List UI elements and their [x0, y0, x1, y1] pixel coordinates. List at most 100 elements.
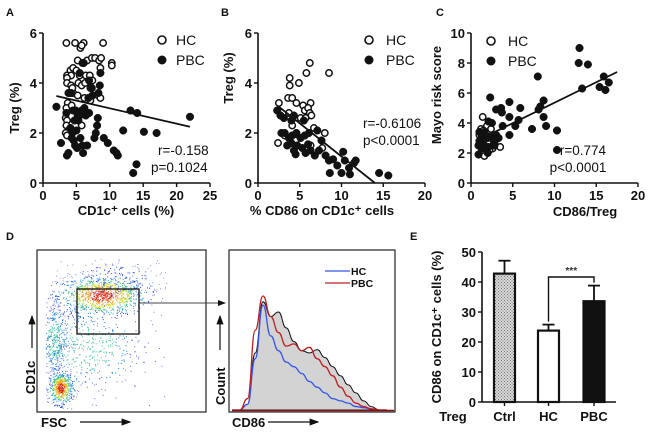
flow-event	[73, 341, 75, 343]
flow-event	[63, 341, 65, 343]
flow-event	[80, 306, 82, 308]
flow-event	[60, 261, 62, 263]
flow-event	[59, 346, 61, 348]
flow-event	[116, 318, 118, 319]
flow-event	[96, 311, 98, 313]
panel-a-marks	[52, 39, 195, 178]
flow-event	[86, 291, 88, 293]
flow-event	[119, 274, 121, 276]
panel-c-ylabel: Mayo risk score	[429, 46, 444, 144]
flow-event	[101, 345, 103, 347]
flow-event	[71, 293, 73, 295]
flow-event	[50, 348, 52, 350]
flow-event	[99, 291, 101, 293]
flow-event	[90, 312, 91, 314]
flow-event	[71, 281, 73, 283]
flow-event	[60, 379, 62, 381]
flow-event	[55, 322, 57, 324]
flow-event	[128, 282, 130, 284]
flow-event	[97, 280, 99, 282]
x-tick-label: 15	[589, 188, 603, 203]
flow-event	[133, 280, 135, 282]
flow-event	[67, 390, 69, 392]
flow-event	[91, 321, 93, 323]
flow-event	[119, 297, 121, 299]
panel-c-legend: HC PBC	[486, 33, 537, 69]
flow-event	[82, 307, 84, 309]
flow-event	[104, 283, 105, 285]
flow-event	[54, 369, 56, 371]
hc-point	[478, 113, 487, 121]
flow-event	[140, 293, 142, 294]
flow-event	[90, 308, 92, 310]
flow-event	[63, 334, 65, 336]
flow-event	[111, 278, 113, 280]
flow-event	[90, 292, 92, 294]
flow-event	[66, 284, 68, 286]
flow-event	[154, 361, 156, 362]
flow-event	[61, 383, 63, 385]
flow-event	[97, 280, 99, 282]
flow-event	[105, 361, 107, 363]
flow-event	[68, 340, 69, 342]
flow-event	[149, 405, 150, 406]
flow-event	[90, 348, 91, 350]
flow-event	[50, 285, 52, 286]
flow-event	[109, 286, 111, 288]
flow-event	[109, 296, 111, 298]
flow-event	[145, 271, 147, 273]
flow-event	[58, 383, 60, 385]
flow-event	[129, 277, 131, 279]
flow-event	[57, 377, 59, 379]
hc-point	[285, 81, 294, 90]
flow-event	[131, 290, 133, 292]
flow-event	[59, 375, 61, 377]
flow-event	[62, 387, 63, 389]
flow-event	[136, 277, 138, 279]
flow-event	[55, 318, 57, 320]
flow-event	[105, 289, 107, 291]
gate-rectangle[interactable]	[76, 288, 140, 335]
flow-event	[74, 390, 76, 392]
flow-event	[63, 360, 65, 362]
flow-event	[57, 299, 59, 301]
flow-event	[123, 312, 124, 314]
flow-event	[64, 284, 66, 286]
flow-event	[59, 378, 61, 380]
flow-event	[64, 378, 66, 380]
y-tick-label: 4	[30, 76, 38, 91]
flow-event	[121, 355, 123, 357]
flow-event	[121, 299, 123, 301]
flow-event	[59, 384, 61, 386]
flow-event	[127, 289, 129, 291]
flow-event	[123, 293, 124, 295]
flow-event	[60, 390, 62, 391]
flow-event	[94, 398, 96, 400]
flow-event	[115, 341, 117, 343]
flow-event	[95, 286, 97, 288]
flow-event	[85, 356, 87, 358]
flow-event	[50, 360, 52, 361]
y-tick-label: 40	[462, 275, 476, 290]
flow-event	[55, 404, 57, 406]
flow-event	[81, 306, 83, 308]
flow-event	[96, 307, 98, 309]
flow-event	[53, 345, 54, 347]
flow-event	[117, 289, 119, 291]
flow-event	[95, 297, 97, 299]
pbc-point	[505, 97, 514, 107]
pbc-point	[552, 126, 562, 135]
flow-event	[61, 380, 63, 382]
flow-event	[143, 301, 145, 303]
flow-event	[160, 272, 162, 274]
flow-event	[101, 316, 103, 318]
x-tick-label: 5	[73, 188, 80, 203]
flow-event	[68, 293, 70, 295]
pbc-point	[103, 138, 112, 148]
flow-event	[68, 343, 70, 345]
flow-event	[52, 312, 54, 314]
flow-event	[66, 383, 68, 385]
flow-event	[67, 383, 69, 385]
flow-event	[117, 310, 118, 312]
